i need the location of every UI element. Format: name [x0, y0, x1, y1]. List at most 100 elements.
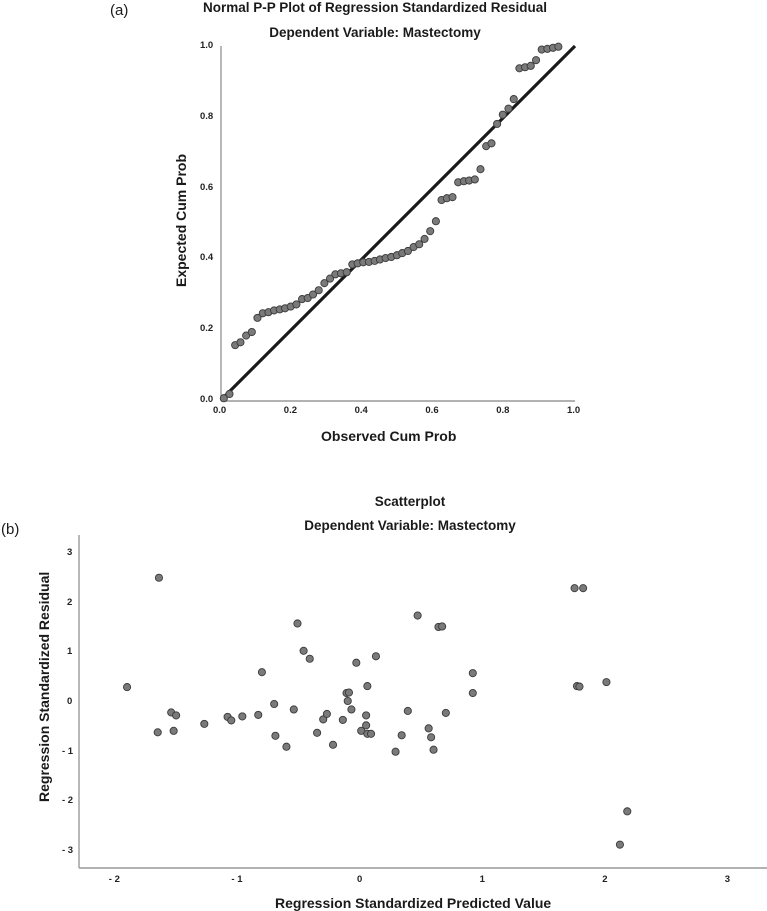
scatter-point	[227, 716, 236, 725]
pp-point	[219, 394, 228, 403]
pp-point	[470, 175, 479, 184]
scatter-y-tick: 2	[67, 596, 73, 608]
scatter-point	[123, 683, 132, 692]
pp-x-tick: 0.0	[213, 405, 227, 416]
scatter-point	[172, 711, 181, 720]
scatter-point	[154, 573, 163, 582]
scatter-x-tick: 1	[479, 874, 485, 885]
pp-point	[342, 268, 351, 277]
scatter-point	[602, 678, 611, 687]
scatter-point	[575, 682, 584, 691]
panel-b-label: (b)	[1, 521, 20, 538]
scatter-point	[570, 584, 579, 593]
pp-x-tick: 0.2	[283, 405, 298, 416]
scatter-point	[338, 715, 347, 724]
scatter-y-tick: - 2	[62, 795, 74, 807]
pp-y-tick: 0.2	[200, 323, 214, 335]
pp-point	[242, 331, 251, 340]
scatter-point	[254, 710, 263, 719]
scatter-point	[391, 747, 400, 756]
scatter-point	[397, 731, 406, 740]
scatter-y-tick: 1	[67, 646, 73, 658]
scatter-point	[319, 715, 328, 724]
scatter-subtitle: Dependent Variable: Mastectomy	[304, 518, 516, 533]
scatter-x-tick: 2	[602, 874, 608, 885]
scatter-point	[403, 706, 412, 715]
pp-y-tick: 0.6	[200, 181, 214, 193]
pp-reference-line	[219, 44, 577, 402]
pp-point	[431, 217, 440, 226]
pp-y-tick: 1.0	[200, 40, 214, 51]
pp-data-points	[219, 42, 563, 403]
scatter-y-tick: - 3	[62, 845, 74, 857]
scatter-point	[305, 654, 314, 663]
pp-point	[320, 279, 329, 288]
pp-x-tick: 1.0	[567, 405, 581, 416]
scatter-point	[468, 689, 477, 698]
pp-x-tick: 0.6	[425, 405, 439, 416]
scatter-xlabel: Regression Standardized Predicted Value	[275, 895, 552, 911]
pp-point	[308, 290, 318, 299]
pp-plot-subtitle: Dependent Variable: Mastectomy	[269, 25, 481, 40]
scatter-y-tick: 0	[67, 696, 73, 707]
scatter-x-tick: - 1	[231, 874, 243, 885]
scatter-plot-area	[78, 535, 767, 869]
pp-point	[247, 327, 256, 337]
scatter-point	[299, 646, 308, 655]
scatter-point	[153, 728, 162, 737]
scatter-point	[362, 721, 371, 730]
pp-point	[526, 61, 535, 70]
pp-point	[253, 313, 262, 322]
scatter-y-tick: - 1	[62, 745, 74, 757]
scatter-point	[413, 611, 422, 620]
scatter-point	[200, 719, 209, 728]
pp-plot-title: Normal P-P Plot of Regression Standardiz…	[202, 0, 548, 15]
scatter-x-tick: - 2	[108, 874, 120, 885]
scatter-point	[293, 619, 302, 628]
scatter-point	[424, 724, 433, 733]
pp-point	[236, 338, 245, 347]
scatter-point	[429, 745, 438, 754]
scatter-point	[322, 709, 331, 718]
scatter-point	[623, 807, 632, 816]
scatter-point	[270, 699, 279, 709]
pp-x-tick: 0.4	[354, 405, 368, 416]
scatter-point	[441, 708, 450, 717]
scatter-point	[371, 652, 380, 661]
scatter-point	[257, 668, 266, 677]
scatter-point	[579, 584, 588, 593]
pp-point	[532, 56, 541, 65]
scatter-point	[427, 733, 436, 742]
pp-point	[325, 274, 335, 283]
scatter-point	[289, 705, 298, 714]
pp-y-tick: 0.4	[200, 252, 214, 264]
pp-y-tick: 0.8	[200, 110, 214, 122]
panel-a-label: (a)	[110, 2, 129, 19]
pp-point	[448, 193, 457, 202]
pp-point	[225, 389, 234, 399]
scatter-point	[347, 705, 356, 714]
pp-point	[420, 234, 429, 243]
pp-plot-area	[219, 42, 577, 403]
scatter-point	[352, 658, 361, 667]
scatter-title: Scatterplot	[374, 494, 446, 509]
pp-point	[487, 139, 496, 148]
scatter-point	[615, 840, 624, 849]
scatter-point	[362, 711, 371, 720]
pp-point	[403, 246, 412, 256]
scatter-x-tick: 0	[357, 874, 363, 885]
scatter-x-tick: 3	[724, 874, 731, 885]
scatter-point	[343, 696, 352, 706]
scatter-point	[313, 728, 322, 737]
scatter-point	[169, 726, 178, 735]
scatter-point	[344, 688, 354, 697]
scatter-point	[328, 740, 338, 749]
scatter-point	[468, 669, 477, 678]
pp-y-tick: 0.0	[200, 394, 214, 405]
scatter-point	[438, 622, 447, 631]
pp-point	[476, 165, 485, 174]
scatter-point	[238, 712, 247, 721]
pp-x-tick: 0.8	[496, 405, 510, 416]
pp-point	[493, 119, 502, 128]
